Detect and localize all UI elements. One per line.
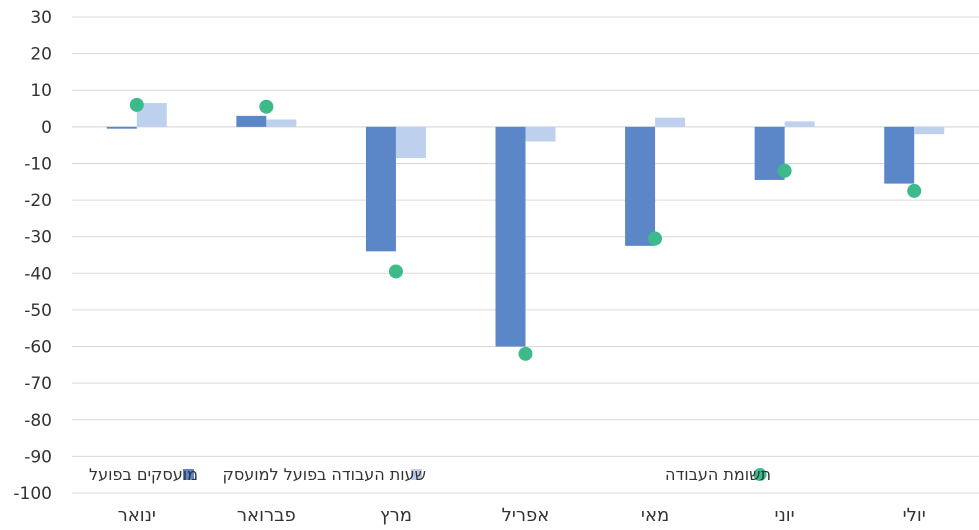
legend-background [696, 461, 918, 487]
bar-employed-1 [236, 115, 267, 127]
point-labor-input-6 [907, 183, 922, 198]
legend-label-employed: מועסקים בפועל [89, 465, 198, 484]
y-tick-label: -10 [24, 154, 52, 174]
y-tick-label: -40 [24, 264, 52, 284]
legend-swatch-hours [411, 469, 422, 480]
points [129, 97, 922, 361]
legend: מועסקים בפועל שעות העבודה בפועל למועסק ת… [89, 461, 918, 487]
bar-employed-6 [884, 126, 915, 184]
point-labor-input-5 [777, 163, 792, 178]
bar-hours-2 [395, 126, 426, 158]
x-tick-label: ינואר [118, 505, 156, 526]
y-tick-label: 20 [30, 45, 52, 65]
legend-label-labor-input: תשומת העבודה [665, 465, 771, 484]
y-tick-label: -20 [24, 191, 52, 211]
y-tick-label: 0 [41, 118, 52, 138]
bars [106, 103, 945, 347]
y-tick-label: -30 [24, 228, 52, 248]
point-labor-input-0 [129, 97, 144, 112]
x-tick-label: יולי [903, 505, 926, 526]
bar-hours-0 [136, 103, 167, 127]
bar-hours-3 [525, 126, 556, 142]
y-tick-label: 10 [30, 81, 52, 101]
point-labor-input-2 [388, 264, 403, 279]
y-axis: 30 20 10 0 -10 -20 -30 -40 -50 -60 -70 -80 -90 -100 [13, 8, 52, 504]
x-tick-label: פברואר [237, 505, 296, 526]
x-tick-label: מרץ [380, 505, 412, 526]
legend-label-hours: שעות העבודה בפועל למועסק [222, 465, 426, 484]
x-tick-label: מאי [641, 505, 669, 526]
bar-employed-2 [365, 126, 396, 252]
y-tick-label: -70 [24, 374, 52, 394]
point-labor-input-4 [648, 231, 663, 246]
bar-employed-3 [495, 126, 526, 347]
y-tick-label: 30 [30, 8, 52, 28]
bar-hours-5 [784, 121, 815, 127]
y-tick-label: -100 [13, 484, 52, 504]
legend-background [160, 461, 476, 487]
x-tick-label: אפריל [502, 505, 550, 526]
y-tick-label: -90 [24, 447, 52, 467]
bar-hours-4 [655, 117, 686, 127]
x-tick-label: יוני [775, 505, 795, 526]
bar-hours-1 [266, 119, 297, 127]
x-axis: ינואר פברואר מרץ אפריל מאי יוני יולי [118, 505, 926, 526]
y-tick-label: -50 [24, 301, 52, 321]
bar-hours-6 [914, 126, 945, 135]
point-labor-input-3 [518, 346, 533, 361]
legend-swatch-employed [183, 469, 194, 480]
legend-swatch-labor-input [753, 468, 767, 481]
y-tick-label: -80 [24, 411, 52, 431]
bar-employed-0 [106, 126, 137, 129]
y-tick-label: -60 [24, 338, 52, 358]
bar-employed-4 [625, 126, 656, 246]
point-labor-input-1 [259, 99, 274, 114]
